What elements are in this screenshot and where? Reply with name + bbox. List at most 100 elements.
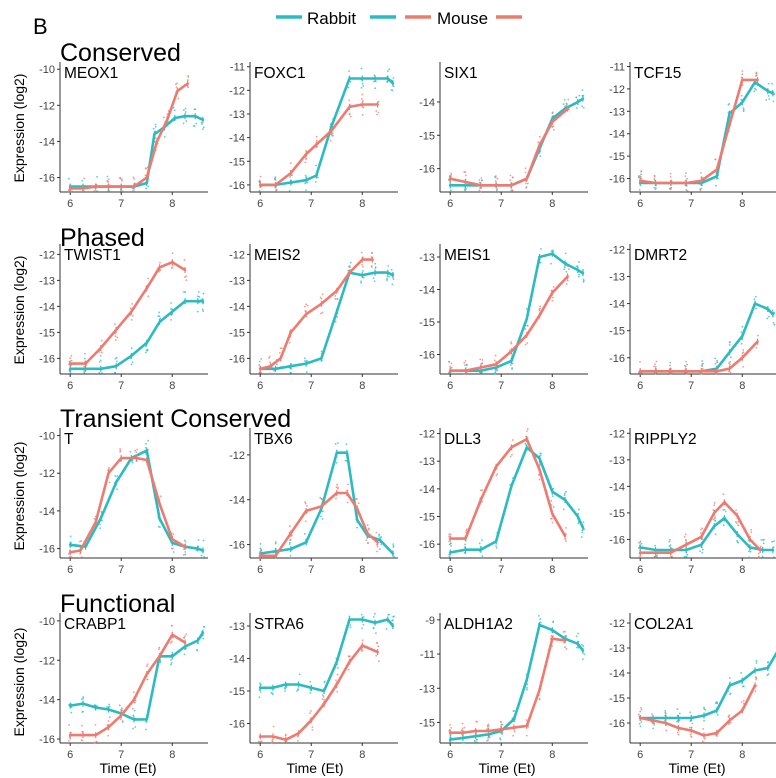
sample-dot-mouse <box>185 279 188 282</box>
sample-dot-mouse <box>291 534 293 537</box>
sample-dot-rabbit <box>154 125 157 128</box>
sample-dot-mouse <box>322 695 325 698</box>
sample-dot-rabbit <box>729 360 731 363</box>
sample-dot-mouse <box>360 650 363 653</box>
sample-dot-rabbit <box>202 310 205 313</box>
sample-dot-mouse <box>288 525 291 527</box>
sample-dot-mouse <box>737 520 740 523</box>
sample-dot-mouse <box>361 93 364 96</box>
sample-dot-rabbit <box>686 363 688 366</box>
sample-dot-rabbit <box>722 524 725 527</box>
sample-dot-mouse <box>481 500 484 503</box>
sample-dot-rabbit <box>335 461 338 464</box>
sample-dot-rabbit <box>654 544 656 547</box>
sample-dot-mouse <box>493 359 496 362</box>
sample-dot-rabbit <box>678 712 681 715</box>
sample-dot-rabbit <box>526 688 528 691</box>
gene-title: SIX1 <box>444 65 478 82</box>
series-line-rabbit <box>448 252 585 373</box>
sample-dot-rabbit <box>360 281 363 284</box>
sample-dot-rabbit <box>372 80 375 83</box>
sample-dot-rabbit <box>147 439 150 442</box>
gene-title: ALDH1A2 <box>444 616 513 633</box>
sample-dot-mouse <box>121 190 124 192</box>
sample-dot-mouse <box>566 103 568 106</box>
sample-dot-mouse <box>93 741 96 744</box>
sample-dot-mouse <box>742 351 745 354</box>
sample-dot-rabbit <box>118 704 121 707</box>
sample-dot-rabbit <box>388 613 391 616</box>
x-tick-label: 8 <box>359 198 365 210</box>
sample-dot-mouse <box>526 342 529 344</box>
sample-dot-mouse <box>685 360 687 363</box>
sample-dot-rabbit <box>198 556 200 559</box>
sample-dot-mouse <box>685 172 687 175</box>
sample-dot-rabbit <box>768 98 771 100</box>
sample-dot-rabbit <box>714 357 717 360</box>
sample-dot-rabbit <box>145 187 147 190</box>
sample-dot-rabbit <box>289 371 292 374</box>
sample-dot-rabbit <box>258 696 261 699</box>
panel-meis2: -12 -13 -14 -15 -16 6 7 8 MEIS2 <box>229 244 398 392</box>
sample-dot-rabbit <box>288 189 291 192</box>
sample-dot-rabbit <box>473 739 476 742</box>
sample-dot-rabbit <box>144 351 147 354</box>
sample-dot-rabbit <box>685 555 688 558</box>
sample-dot-mouse <box>538 698 541 701</box>
sample-dot-mouse <box>461 722 464 725</box>
sample-dot-rabbit <box>575 635 578 638</box>
sample-dot-rabbit <box>563 266 566 269</box>
sample-dot-mouse <box>677 733 680 736</box>
sample-dot-rabbit <box>716 714 719 716</box>
sample-dot-mouse <box>304 157 307 160</box>
sample-dot-mouse <box>701 367 704 370</box>
sample-dot-mouse <box>336 673 339 676</box>
sample-dot-rabbit <box>172 551 175 553</box>
sample-dot-mouse <box>565 540 567 543</box>
sample-dot-mouse <box>487 723 490 726</box>
sample-dot-mouse <box>114 339 117 341</box>
y-tick-label: -10 <box>39 616 55 628</box>
sample-dot-rabbit <box>82 697 85 700</box>
y-tick-label: -14 <box>39 695 55 707</box>
x-tick-label: 7 <box>498 380 504 392</box>
sample-dot-mouse <box>131 315 134 317</box>
sample-dot-rabbit <box>387 70 389 73</box>
sample-dot-mouse <box>376 545 379 548</box>
sample-dot-mouse <box>134 449 137 452</box>
sample-dot-mouse <box>448 729 451 732</box>
sample-dot-mouse <box>465 529 468 532</box>
sample-dot-rabbit <box>640 721 643 724</box>
sample-dot-rabbit <box>82 696 85 698</box>
x-tick-label: 7 <box>308 198 314 210</box>
sample-dot-mouse <box>524 343 527 346</box>
sample-dot-rabbit <box>291 174 293 177</box>
row-title-phased: Phased <box>60 224 145 252</box>
series-line-rabbit <box>68 449 205 552</box>
y-tick-label: -12 <box>39 655 55 667</box>
sample-dot-rabbit <box>258 189 261 192</box>
sample-dot-rabbit <box>197 290 200 293</box>
sample-dot-mouse <box>269 372 272 375</box>
sample-dot-mouse <box>699 189 702 192</box>
sample-dot-mouse <box>551 299 554 302</box>
sample-dot-rabbit <box>81 711 84 713</box>
sample-dot-mouse <box>70 190 73 192</box>
sample-dot-rabbit <box>703 706 705 709</box>
sample-dot-mouse <box>378 660 380 663</box>
sample-dot-mouse <box>370 265 373 267</box>
sample-dot-rabbit <box>638 188 641 191</box>
sample-dot-rabbit <box>640 173 643 176</box>
sample-dot-mouse <box>84 352 86 355</box>
x-tick-label: 7 <box>308 380 314 392</box>
sample-dot-mouse <box>724 510 727 513</box>
sample-dot-mouse <box>510 342 513 345</box>
sample-dot-mouse <box>494 354 497 357</box>
sample-dot-rabbit <box>393 555 395 558</box>
sample-dot-rabbit <box>539 454 542 457</box>
sample-dot-rabbit <box>699 550 701 553</box>
y-tick-label: -15 <box>229 686 245 698</box>
sample-dot-rabbit <box>582 521 585 524</box>
sample-dot-rabbit <box>576 646 578 649</box>
sample-dot-mouse <box>637 713 640 716</box>
